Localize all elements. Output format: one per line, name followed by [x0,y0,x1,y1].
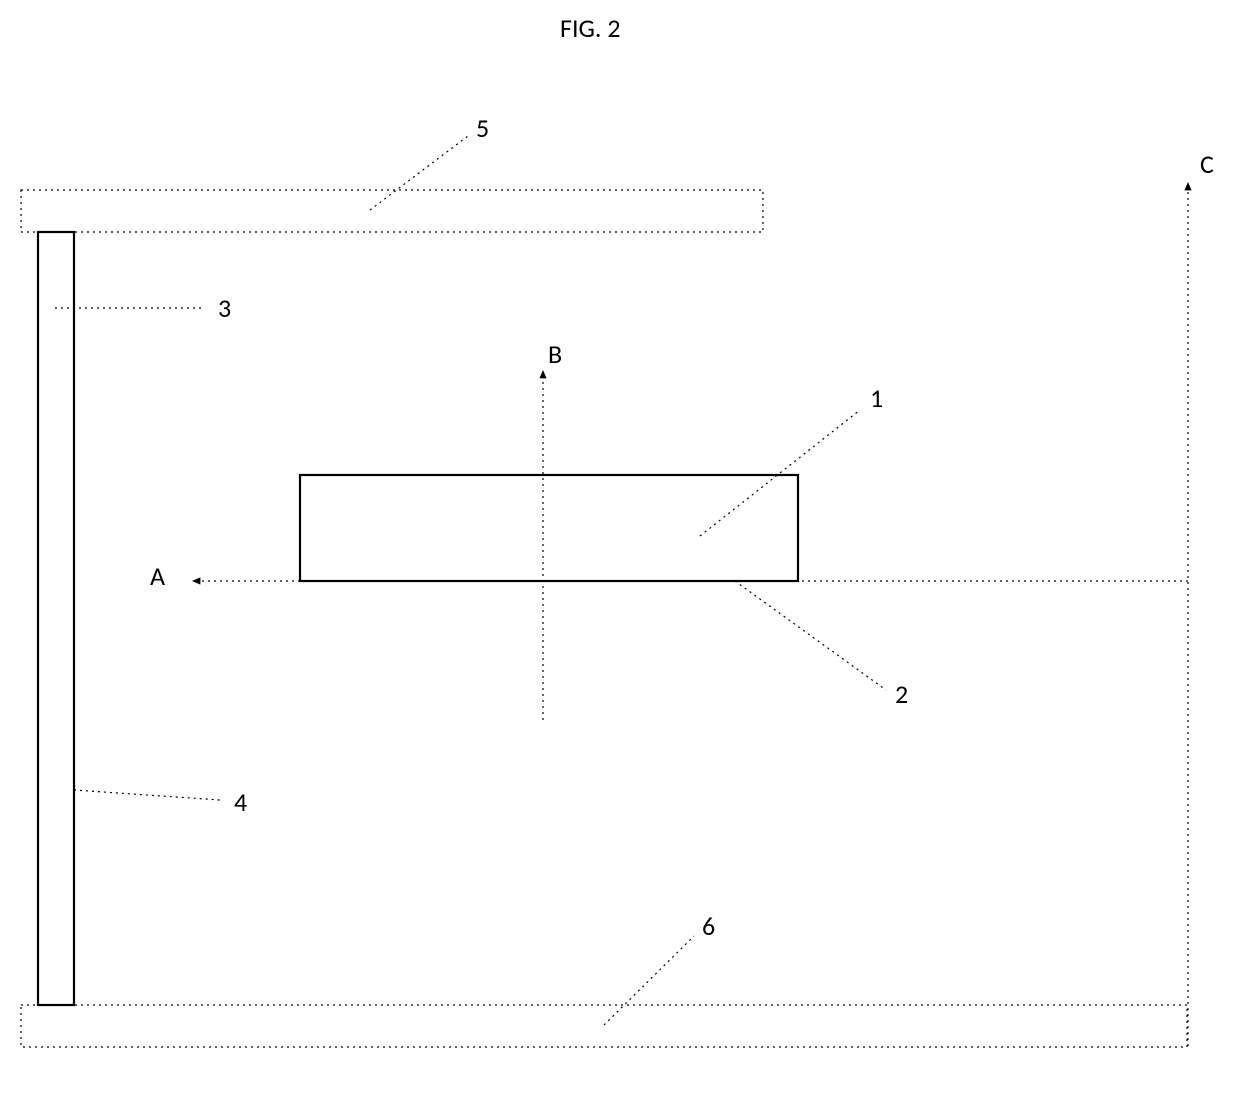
figure-canvas: FIG. 2 A B C 1 2 3 4 5 6 [0,0,1240,1098]
callout-label-5: 5 [476,112,489,144]
callout-label-2: 2 [895,678,908,710]
axis-label-c: C [1200,148,1214,180]
diagram-svg [0,0,1240,1098]
callout-label-6: 6 [702,910,715,942]
callout-label-1: 1 [870,382,883,414]
axis-label-a: A [150,560,165,592]
callout-label-4: 4 [234,786,247,818]
callout-label-3: 3 [218,292,231,324]
axis-label-b: B [548,338,562,370]
